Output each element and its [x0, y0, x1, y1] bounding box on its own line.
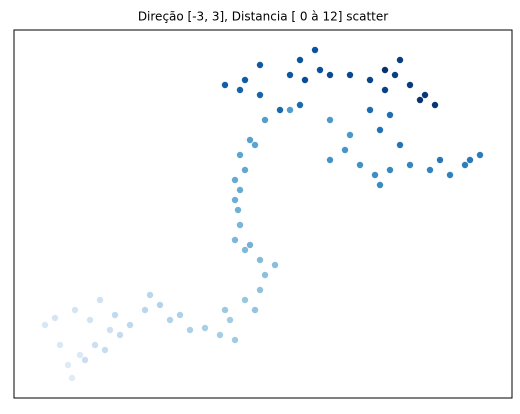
point [106, 326, 114, 334]
point [236, 86, 244, 94]
point [141, 306, 149, 314]
point [286, 106, 294, 114]
point [176, 311, 184, 319]
point [236, 221, 244, 229]
point [381, 86, 389, 94]
point [366, 106, 374, 114]
point [146, 291, 154, 299]
point [311, 46, 319, 54]
point [236, 151, 244, 159]
points [41, 46, 484, 382]
point [41, 321, 49, 329]
point [71, 306, 79, 314]
point [296, 56, 304, 64]
point [186, 326, 194, 334]
point [296, 101, 304, 109]
point [68, 374, 76, 382]
point [231, 196, 239, 204]
point [91, 341, 99, 349]
point [316, 66, 324, 74]
point [476, 151, 484, 159]
point [386, 111, 394, 119]
point [76, 351, 84, 359]
point [366, 76, 374, 84]
point [406, 81, 414, 89]
point [201, 324, 209, 332]
point [216, 331, 224, 339]
point [241, 166, 249, 174]
point [226, 316, 234, 324]
point [381, 66, 389, 74]
point [81, 356, 89, 364]
point [221, 306, 229, 314]
point [241, 296, 249, 304]
point [261, 116, 269, 124]
point [426, 166, 434, 174]
point [376, 181, 384, 189]
point [221, 81, 229, 89]
point [461, 161, 469, 169]
point [446, 171, 454, 179]
point [436, 156, 444, 164]
point [116, 331, 124, 339]
point [231, 176, 239, 184]
point [96, 296, 104, 304]
point [396, 141, 404, 149]
point [241, 76, 249, 84]
point [231, 336, 239, 344]
point [376, 126, 384, 134]
point [346, 71, 354, 79]
point [231, 236, 239, 244]
point [261, 271, 269, 279]
chart-title: Direção [-3, 3], Distancia [ 0 à 12] sca… [138, 10, 388, 24]
point [256, 256, 264, 264]
point [466, 156, 474, 164]
point [396, 56, 404, 64]
point [326, 116, 334, 124]
point [166, 316, 174, 324]
point [86, 316, 94, 324]
point [251, 306, 259, 314]
axes-frame [13, 29, 513, 399]
point [356, 161, 364, 169]
point [326, 156, 334, 164]
point [241, 246, 249, 254]
point [111, 311, 119, 319]
point [126, 321, 134, 329]
point [56, 341, 64, 349]
point [246, 241, 254, 249]
point [276, 106, 284, 114]
point [326, 71, 334, 79]
point [64, 361, 72, 369]
point [341, 146, 349, 154]
point [346, 131, 354, 139]
point [421, 91, 429, 99]
point [406, 161, 414, 169]
point [234, 206, 242, 214]
point [51, 314, 59, 322]
point [101, 346, 109, 354]
point [386, 166, 394, 174]
point [371, 171, 379, 179]
point [416, 96, 424, 104]
point [391, 71, 399, 79]
point [286, 71, 294, 79]
point [256, 61, 264, 69]
point [251, 141, 259, 149]
point [256, 91, 264, 99]
point [236, 186, 244, 194]
point [256, 286, 264, 294]
point [246, 136, 254, 144]
point [431, 101, 439, 109]
point [156, 301, 164, 309]
point [301, 76, 309, 84]
point [271, 261, 279, 269]
